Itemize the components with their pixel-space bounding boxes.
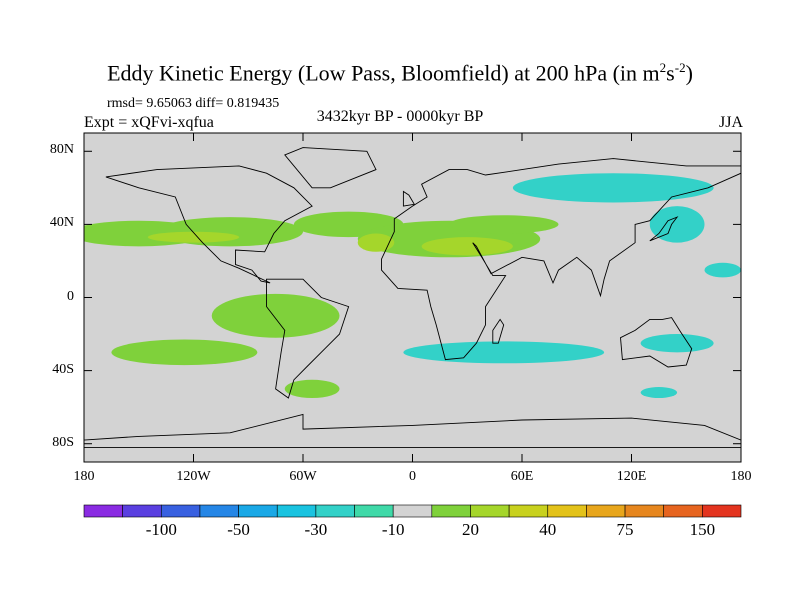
coastline-madagascar bbox=[492, 318, 505, 344]
colorbar-label: 40 bbox=[539, 520, 557, 539]
colorbar-segment bbox=[122, 504, 162, 518]
colorbar-segment bbox=[276, 504, 317, 518]
colorbar-segment bbox=[431, 504, 471, 518]
colorbar-segment bbox=[238, 504, 278, 518]
lat-tick-label: 80S bbox=[52, 434, 74, 450]
colorbar-segment bbox=[199, 504, 239, 518]
stats-label: rmsd= 9.65063 diff= 0.819435 bbox=[107, 96, 280, 111]
coastline-antarctica bbox=[84, 413, 741, 448]
colorbar-label: 150 bbox=[689, 520, 716, 539]
colorbar-segment bbox=[547, 504, 587, 518]
coastline-australia bbox=[620, 317, 693, 368]
lat-tick-label: 0 bbox=[67, 288, 74, 304]
lon-tick-label: 60W bbox=[289, 469, 317, 484]
coastline-north-america bbox=[105, 165, 313, 284]
coastline-greenland bbox=[284, 147, 377, 189]
colorbar-segment bbox=[83, 504, 123, 518]
season-label: JJA bbox=[718, 114, 743, 131]
colorbar-label: -10 bbox=[381, 520, 405, 539]
lat-tick-label: 80N bbox=[49, 142, 74, 158]
lon-tick-label: 120E bbox=[616, 469, 647, 484]
experiment-label: Expt = xQFvi-xqfua bbox=[84, 114, 214, 131]
coastline-south-america bbox=[266, 278, 350, 399]
coastline-uk bbox=[402, 190, 416, 207]
period-label: 3432kyr BP - 0000kyr BP bbox=[316, 108, 484, 125]
colorbar-segment bbox=[315, 504, 355, 518]
anomaly-region bbox=[211, 293, 340, 338]
lon-tick-label: 120W bbox=[176, 469, 211, 484]
lon-tick-label: 180 bbox=[73, 469, 95, 484]
lon-tick-label: 0 bbox=[409, 469, 416, 484]
coastline-afro-eurasia bbox=[381, 158, 741, 361]
anomaly-region bbox=[512, 173, 714, 203]
colorbar-segment bbox=[624, 504, 665, 518]
anomaly-region bbox=[704, 262, 741, 278]
colorbar-label: 75 bbox=[616, 520, 634, 539]
anomaly-region bbox=[421, 237, 513, 256]
anomaly-region bbox=[111, 339, 258, 366]
map-title: Eddy Kinetic Energy (Low Pass, Bloomfiel… bbox=[107, 60, 693, 86]
map-content bbox=[84, 147, 741, 448]
anomaly-region bbox=[284, 379, 340, 399]
colorbar-segment bbox=[470, 504, 510, 518]
colorbar-segment bbox=[354, 504, 394, 518]
colorbar-label: -50 bbox=[227, 520, 250, 539]
anomaly-region bbox=[640, 334, 714, 353]
anomaly-region bbox=[403, 341, 605, 364]
colorbar-segment bbox=[663, 504, 703, 518]
anomaly-region bbox=[357, 233, 395, 252]
colorbar-segment bbox=[508, 504, 549, 518]
lat-tick-label: 40S bbox=[52, 361, 74, 377]
anomaly-region bbox=[449, 215, 559, 234]
colorbar-segment bbox=[702, 504, 742, 518]
lat-tick-label: 40N bbox=[49, 215, 74, 231]
anomaly-region bbox=[640, 387, 678, 399]
lon-tick-label: 60E bbox=[510, 469, 534, 484]
anomaly-region bbox=[147, 231, 240, 243]
colorbar-label: -30 bbox=[304, 520, 328, 539]
coastline-japan bbox=[649, 216, 679, 242]
colorbar-label: -100 bbox=[145, 520, 177, 539]
colorbar-label: 20 bbox=[461, 520, 479, 539]
colorbar-segment bbox=[586, 504, 626, 518]
colorbar-segment bbox=[392, 504, 433, 518]
lon-tick-label: 180 bbox=[730, 469, 752, 484]
anomaly-region bbox=[649, 206, 705, 243]
colorbar-segment bbox=[160, 504, 201, 518]
